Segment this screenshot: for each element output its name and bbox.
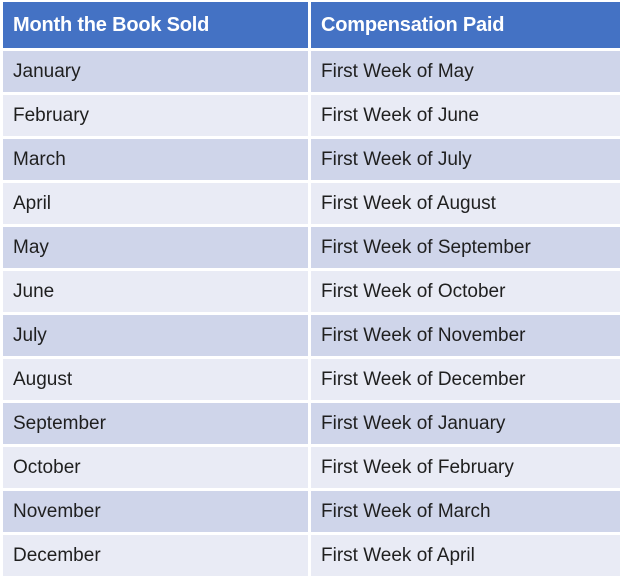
compensation-paid-cell: First Week of May: [321, 60, 474, 82]
table-row: September First Week of January: [3, 403, 620, 447]
compensation-paid-cell: First Week of April: [321, 544, 475, 566]
table-row: December First Week of April: [3, 535, 620, 576]
compensation-paid-cell: First Week of August: [321, 192, 496, 214]
compensation-paid-cell: First Week of October: [321, 280, 506, 302]
table-header-row: Month the Book Sold Compensation Paid: [3, 2, 620, 51]
compensation-paid-cell: First Week of June: [321, 104, 480, 126]
table-row: January First Week of May: [3, 51, 620, 95]
month-sold-cell: March: [3, 139, 311, 180]
column-header-compensation-paid: Compensation Paid: [321, 13, 505, 36]
table-body: January First Week of May February First We…: [3, 51, 620, 576]
compensation-paid-cell: First Week of March: [321, 500, 491, 522]
table-row: March First Week of July: [3, 139, 620, 183]
compensation-paid-cell: First Week of December: [321, 368, 526, 390]
month-sold-cell: July: [3, 315, 311, 356]
table-row: August First Week of December: [3, 359, 620, 403]
compensation-paid-cell: First Week of January: [321, 412, 506, 434]
compensation-paid-cell: First Week of September: [321, 236, 531, 258]
month-sold-cell: October: [3, 447, 311, 488]
table-row: June First Week of October: [3, 271, 620, 315]
month-sold-cell: April: [3, 183, 311, 224]
compensation-paid-cell: First Week of November: [321, 324, 526, 346]
month-sold-cell: June: [3, 271, 311, 312]
month-sold-cell: September: [3, 403, 311, 444]
compensation-schedule-table: Month the Book Sold Compensation Paid Ja…: [3, 2, 620, 576]
table-row: April First Week of August: [3, 183, 620, 227]
compensation-paid-cell: First Week of February: [321, 456, 514, 478]
table-row: May First Week of September: [3, 227, 620, 271]
month-sold-cell: December: [3, 535, 311, 576]
month-sold-cell: February: [3, 95, 311, 136]
month-sold-cell: May: [3, 227, 311, 268]
table-row: November First Week of March: [3, 491, 620, 535]
month-sold-cell: November: [3, 491, 311, 532]
table-row: October First Week of February: [3, 447, 620, 491]
table-row: July First Week of November: [3, 315, 620, 359]
month-sold-cell: August: [3, 359, 311, 400]
month-sold-cell: January: [3, 51, 311, 92]
compensation-paid-cell: First Week of July: [321, 148, 472, 170]
column-header-month-sold: Month the Book Sold: [3, 2, 311, 48]
table-row: February First Week of June: [3, 95, 620, 139]
